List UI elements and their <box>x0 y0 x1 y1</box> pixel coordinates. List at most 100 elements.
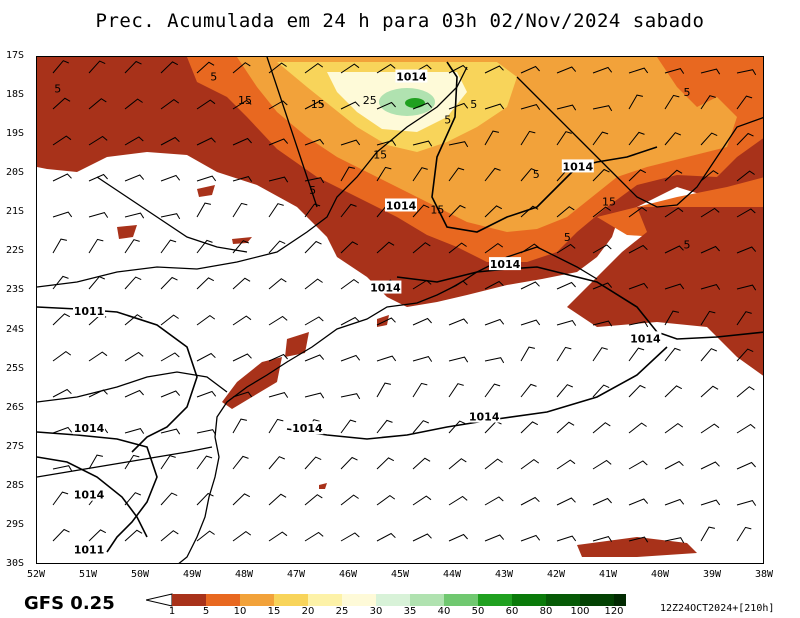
wind-barb <box>628 422 647 434</box>
legend-label: 120 <box>604 606 624 617</box>
wind-barb <box>304 456 322 470</box>
isobar-label-text: 1011 <box>74 543 105 556</box>
wind-barb <box>196 61 215 74</box>
wind-barb <box>196 429 217 436</box>
isobar-label-text: 1014 <box>490 258 521 271</box>
wind-barb <box>52 275 69 290</box>
lat-label: 30S <box>6 558 25 569</box>
wind-barb <box>340 393 361 400</box>
precip-area-patch2 <box>117 225 137 239</box>
precip-label-text: 15 <box>430 203 444 216</box>
wind-barb <box>304 494 323 506</box>
coastline-and-borders <box>37 57 763 563</box>
wind-barb <box>700 348 717 362</box>
wind-barb <box>412 356 433 362</box>
wind-barb <box>196 175 217 182</box>
wind-barb <box>160 174 181 182</box>
precip-label-text: 15 <box>238 94 252 107</box>
wind-barb <box>196 455 213 470</box>
wind-barb <box>340 63 360 74</box>
lon-label: 50W <box>130 569 150 580</box>
wind-barb <box>268 392 289 398</box>
wind-barb <box>268 531 288 542</box>
wind-barb <box>340 532 360 542</box>
lat-label: 23S <box>6 284 25 296</box>
wind-barb <box>700 499 721 506</box>
wind-barb <box>412 204 430 218</box>
legend-label: 20 <box>301 606 315 617</box>
precip-label-text: 15 <box>311 98 325 111</box>
contour-labels: 1014 1014 1014 1014 1014 1011 1014 1014 1014 1014… <box>54 69 691 556</box>
wind-barb <box>88 454 104 470</box>
precip-area-southeast <box>577 537 697 557</box>
wind-barb <box>268 100 288 110</box>
wind-barb <box>52 426 73 434</box>
legend-label: 5 <box>202 606 210 617</box>
wind-barb <box>736 170 755 182</box>
lat-label: 27S <box>6 440 25 452</box>
wind-barb <box>340 166 356 182</box>
wind-barb <box>592 244 612 254</box>
wind-barb <box>700 245 720 254</box>
wind-barb <box>664 68 685 74</box>
wind-barb <box>628 94 644 110</box>
wind-barb <box>520 205 539 218</box>
wind-barb <box>556 243 576 254</box>
precip-label-text: 5 <box>533 168 540 181</box>
isobar-label-text: 1014 <box>386 199 417 212</box>
wind-barb <box>304 138 325 146</box>
wind-barb <box>160 390 181 398</box>
wind-barb <box>232 353 252 362</box>
wind-barb <box>628 282 649 290</box>
lat-label: 17S <box>6 50 25 61</box>
wind-barb <box>196 239 213 254</box>
precip-contour-label: 5 <box>470 98 477 111</box>
wind-barb <box>556 206 575 218</box>
wind-barb <box>160 428 181 435</box>
wind-barb <box>592 384 610 398</box>
wind-barb <box>268 418 284 434</box>
isobar-label-text: 1014 <box>562 160 593 173</box>
precip-label-text: 5 <box>210 71 217 84</box>
wind-barb <box>376 317 396 326</box>
wind-barb <box>592 422 611 434</box>
wind-barb <box>304 278 323 290</box>
wind-barb <box>196 492 214 506</box>
precip-label-text: 5 <box>470 98 477 111</box>
isobar-label: 1014 <box>489 257 521 271</box>
wind-barb <box>340 354 361 362</box>
wind-barb <box>628 384 646 398</box>
wind-barb <box>700 461 720 470</box>
wind-barb <box>88 351 108 362</box>
wind-barb <box>232 455 249 470</box>
wind-barb <box>448 280 468 290</box>
lon-label: 46W <box>338 569 358 580</box>
precip-area-patch6 <box>319 483 327 489</box>
wind-barb <box>664 460 684 470</box>
wind-barb <box>628 536 649 543</box>
wind-barb <box>484 496 504 506</box>
wind-barb <box>268 176 289 183</box>
legend-swatch <box>546 594 580 606</box>
lon-label: 45W <box>390 569 410 580</box>
legend-label: 15 <box>267 606 281 617</box>
lon-label: 48W <box>234 569 254 580</box>
wind-barb <box>592 168 610 182</box>
precip-contour-label: 15 <box>238 94 252 107</box>
wind-barb <box>124 454 140 470</box>
precip-area-patch5 <box>377 315 389 327</box>
wind-barb <box>52 97 71 110</box>
wind-barb <box>304 316 324 326</box>
isobar-1014-west <box>37 456 148 538</box>
wind-barb <box>520 534 541 542</box>
wind-barb <box>664 245 684 254</box>
wind-barb <box>304 62 324 74</box>
wind-barb <box>484 167 501 182</box>
wind-barb <box>556 281 576 290</box>
isobar-label-text: 1014 <box>370 282 401 295</box>
wind-barb <box>484 383 501 398</box>
wind-barb <box>448 102 469 110</box>
wind-barb <box>628 347 645 362</box>
legend-label: 60 <box>505 606 519 617</box>
wind-barb <box>484 458 503 470</box>
